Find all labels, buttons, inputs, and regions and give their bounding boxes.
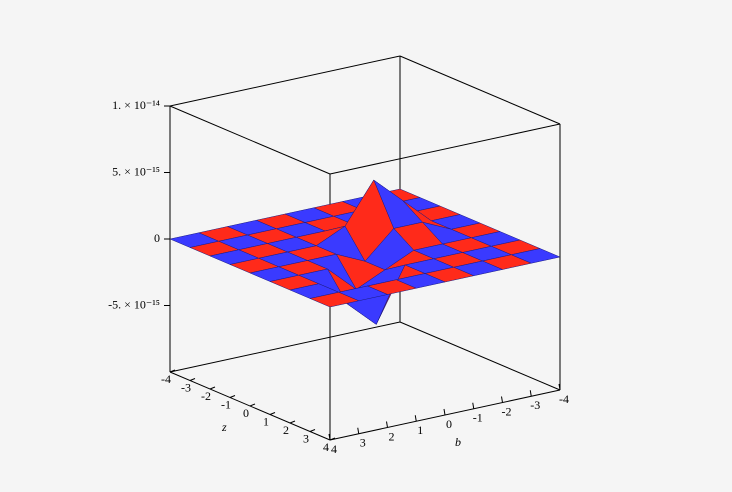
z-tick-label: 1 (263, 414, 269, 428)
z-tick-label: -3 (181, 380, 191, 394)
b-tick (443, 408, 446, 416)
b-tick-label: 1 (417, 423, 423, 437)
b-tick (472, 402, 475, 409)
z-tick (309, 429, 316, 432)
b-tick (558, 383, 561, 391)
box-edge (169, 105, 331, 175)
box-edge (399, 55, 561, 125)
b-tick-label: 2 (389, 429, 395, 443)
b-axis-label: b (455, 435, 461, 449)
z-tick (249, 403, 256, 407)
z-tick-label: 3 (303, 431, 309, 445)
box-edge (169, 321, 401, 373)
z-tick-label: 0 (243, 406, 249, 420)
b-tick-label: 3 (360, 436, 366, 450)
b-tick (386, 421, 388, 428)
b-tick-label: 4 (331, 442, 337, 456)
z-tick-label: -2 (201, 389, 211, 403)
b-tick (414, 415, 417, 422)
surface-cell (309, 291, 360, 308)
z-tick-label: 4 (323, 440, 329, 454)
z-tick (289, 420, 296, 424)
value-tick-label: 1. × 10⁻¹⁴ (112, 98, 160, 112)
b-tick (328, 433, 331, 441)
b-tick (501, 396, 503, 403)
box-edge (329, 123, 561, 175)
z-tick-label: -1 (221, 397, 231, 411)
b-tick-label: -1 (473, 411, 483, 425)
b-tick-label: -4 (559, 392, 569, 406)
b-tick-label: -3 (530, 398, 540, 412)
b-tick-label: 0 (446, 417, 452, 431)
z-tick (329, 437, 336, 441)
box-edge (169, 55, 401, 107)
value-tick-label: 0 (154, 231, 160, 245)
b-tick (529, 390, 532, 397)
b-tick (357, 427, 360, 434)
b-tick-label: -2 (502, 404, 512, 418)
z-tick (169, 369, 176, 373)
z-tick (189, 378, 196, 381)
z-tick-label: -4 (161, 372, 171, 386)
value-tick-label: 5. × 10⁻¹⁵ (112, 164, 160, 178)
z-tick-label: 2 (283, 423, 289, 437)
box-edge (399, 321, 561, 391)
value-tick-label: -5. × 10⁻¹⁵ (108, 297, 160, 311)
z-tick (209, 386, 216, 390)
z-tick (269, 412, 276, 415)
z-axis-label: z (221, 420, 227, 434)
z-tick (229, 395, 236, 398)
